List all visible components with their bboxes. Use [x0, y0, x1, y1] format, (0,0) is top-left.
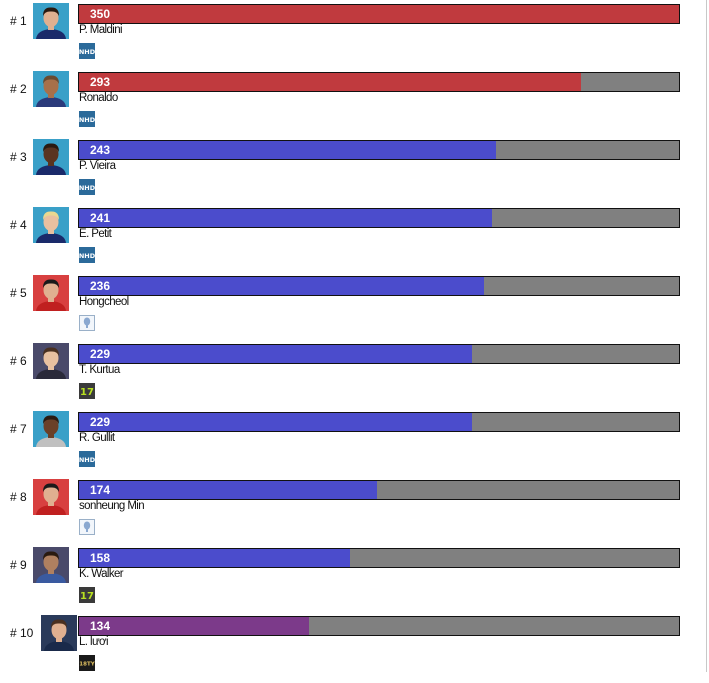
svg-text:NHD: NHD [79, 48, 95, 56]
right-edge-divider [706, 0, 707, 672]
rank-label: # 4 [10, 218, 27, 232]
svg-text:NHD: NHD [79, 252, 95, 260]
player-name-label: P. Vieira [79, 160, 116, 172]
bar-track: 243 [78, 140, 680, 160]
player-name-label: R. Gullit [79, 432, 115, 444]
player-name-label: E. Petit [79, 228, 112, 240]
nhd-season-icon: NHD [79, 179, 95, 195]
bar-fill [79, 617, 309, 635]
ranking-row: # 4 241 E. Petit NHD [0, 207, 700, 275]
bar-fill [79, 209, 492, 227]
player-name-label: Ronaldo [79, 92, 118, 104]
rank-label: # 5 [10, 286, 27, 300]
bar-fill [79, 345, 472, 363]
ranking-row: # 9 158 K. Walker 17 [0, 547, 700, 615]
bar-track: 293 [78, 72, 680, 92]
player-avatar [33, 139, 69, 175]
bar-value-label: 229 [90, 415, 111, 429]
bar-value-label: 293 [90, 75, 111, 89]
svg-text:18TY: 18TY [79, 662, 95, 668]
rank-label: # 6 [10, 354, 27, 368]
korea-cup-season-icon [79, 519, 95, 535]
bar-track: 241 [78, 208, 680, 228]
korea-cup-season-icon [79, 315, 95, 331]
nhd-season-icon: NHD [79, 451, 95, 467]
player-avatar [33, 3, 69, 39]
nhd-season-icon: NHD [79, 111, 95, 127]
ranking-row: # 6 229 T. Kurtua 17 [0, 343, 700, 411]
bar-value-label: 243 [90, 143, 111, 157]
svg-text:NHD: NHD [79, 116, 95, 124]
player-name-label: K. Walker [79, 568, 124, 580]
player-name-label: Hongcheol [79, 296, 129, 308]
bar-value-label: 134 [90, 619, 111, 633]
bar-value-label: 174 [90, 483, 111, 497]
svg-text:17: 17 [80, 387, 94, 398]
player-name-label: sonheung Min [79, 500, 145, 512]
bar-fill [79, 141, 496, 159]
ranking-row: # 1 350 P. Maldini NHD [0, 3, 700, 71]
bar-value-label: 241 [90, 211, 111, 225]
rank-label: # 3 [10, 150, 27, 164]
ranking-row: # 10 134 L. lươi 18TY [0, 615, 700, 683]
bar-fill [79, 5, 679, 23]
ranking-row: # 7 229 R. Gullit NHD [0, 411, 700, 479]
season-17-icon: 17 [79, 383, 95, 399]
bar-fill [79, 73, 581, 91]
player-avatar [33, 479, 69, 515]
player-name-label: T. Kurtua [79, 364, 120, 376]
player-avatar [41, 615, 77, 651]
bar-track: 236 [78, 276, 680, 296]
bar-track: 350 [78, 4, 680, 24]
rank-label: # 7 [10, 422, 27, 436]
player-avatar [33, 207, 69, 243]
bar-value-label: 236 [90, 279, 111, 293]
bar-value-label: 229 [90, 347, 111, 361]
bar-fill [79, 481, 377, 499]
rank-label: # 8 [10, 490, 27, 504]
nhd-season-icon: NHD [79, 43, 95, 59]
player-avatar [33, 547, 69, 583]
player-name-label: P. Maldini [79, 24, 123, 36]
nhd-season-icon: NHD [79, 247, 95, 263]
season-17-icon: 17 [79, 587, 95, 603]
bar-track: 174 [78, 480, 680, 500]
player-avatar [33, 71, 69, 107]
ranking-row: # 5 236 Hongcheol [0, 275, 700, 343]
svg-text:NHD: NHD [79, 184, 95, 192]
ranking-row: # 8 174 sonheung Min [0, 479, 700, 547]
player-name-label: L. lươi [79, 636, 109, 648]
bar-value-label: 158 [90, 551, 111, 565]
rank-label: # 1 [10, 14, 27, 28]
ranking-row: # 3 243 P. Vieira NHD [0, 139, 700, 207]
svg-text:17: 17 [80, 591, 94, 602]
season-18ty-icon: 18TY [79, 655, 95, 671]
bar-fill [79, 413, 472, 431]
rank-label: # 9 [10, 558, 27, 572]
bar-track: 134 [78, 616, 680, 636]
player-avatar [33, 411, 69, 447]
bar-fill [79, 277, 484, 295]
svg-text:NHD: NHD [79, 456, 95, 464]
bar-track: 158 [78, 548, 680, 568]
player-avatar [33, 343, 69, 379]
player-avatar [33, 275, 69, 311]
bar-value-label: 350 [90, 7, 111, 21]
bar-fill [79, 549, 350, 567]
rank-label: # 2 [10, 82, 27, 96]
bar-track: 229 [78, 344, 680, 364]
rank-label: # 10 [10, 626, 34, 640]
bar-track: 229 [78, 412, 680, 432]
ranking-row: # 2 293 Ronaldo NHD [0, 71, 700, 139]
